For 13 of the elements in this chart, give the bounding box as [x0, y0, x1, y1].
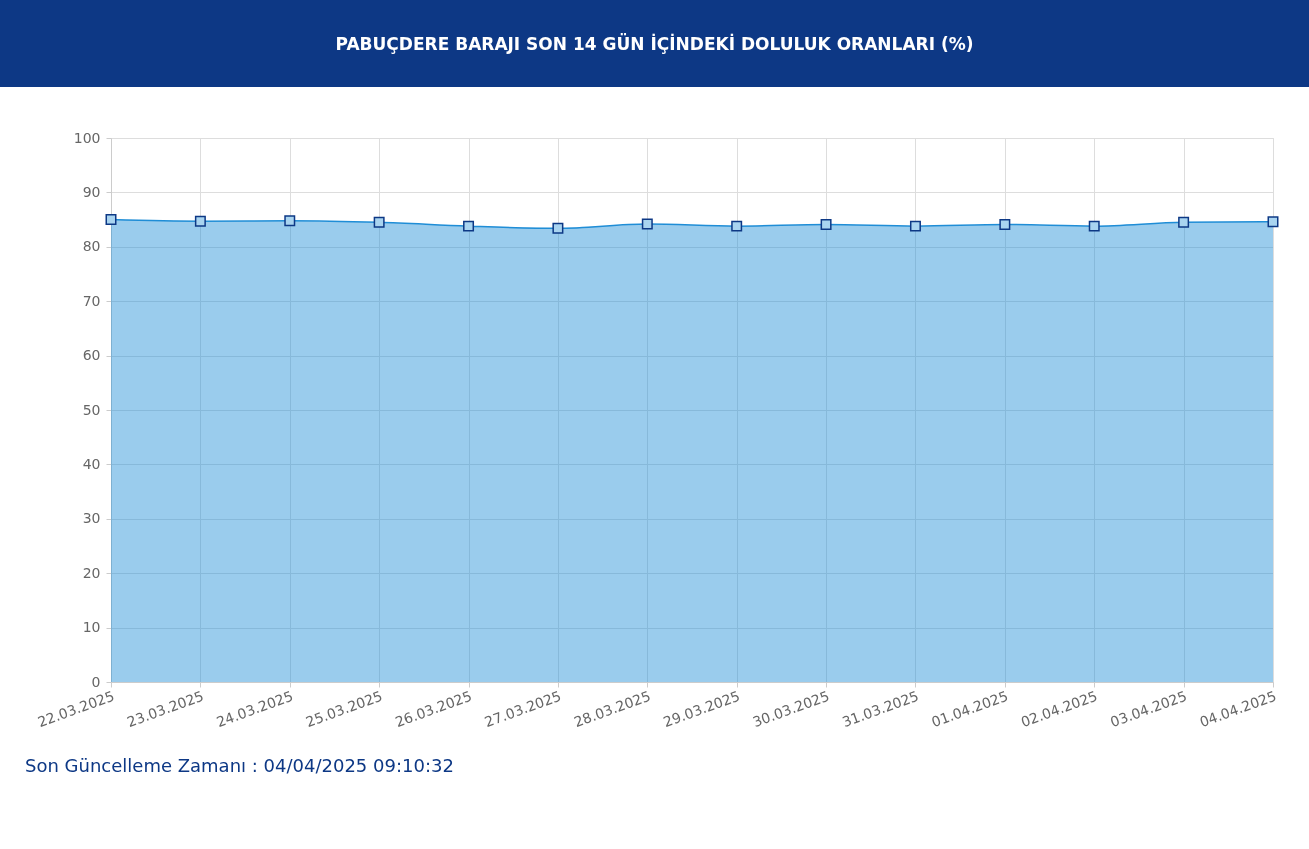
y-tick-label: 60 [82, 347, 101, 364]
y-tick-label: 30 [82, 510, 101, 527]
chart-title: PABUÇDERE BARAJI SON 14 GÜN İÇİNDEKİ DOLULUK ORANLARI (%) [0, 0, 1309, 87]
y-tick-label: 0 [91, 673, 101, 690]
y-tick-label: 20 [82, 564, 101, 581]
text: Son Güncelleme Zamanı : 04/04/2025 09:10:32 [25, 755, 455, 776]
y-tick-label: 40 [82, 455, 101, 472]
y-tick-label: 90 [82, 183, 101, 200]
y-tick-label: 100 [73, 129, 101, 146]
y-tick-label: 50 [82, 401, 101, 418]
y-tick-label: 10 [82, 619, 101, 636]
y-tick-label: 80 [82, 238, 101, 255]
y-tick-label: 70 [82, 292, 101, 309]
